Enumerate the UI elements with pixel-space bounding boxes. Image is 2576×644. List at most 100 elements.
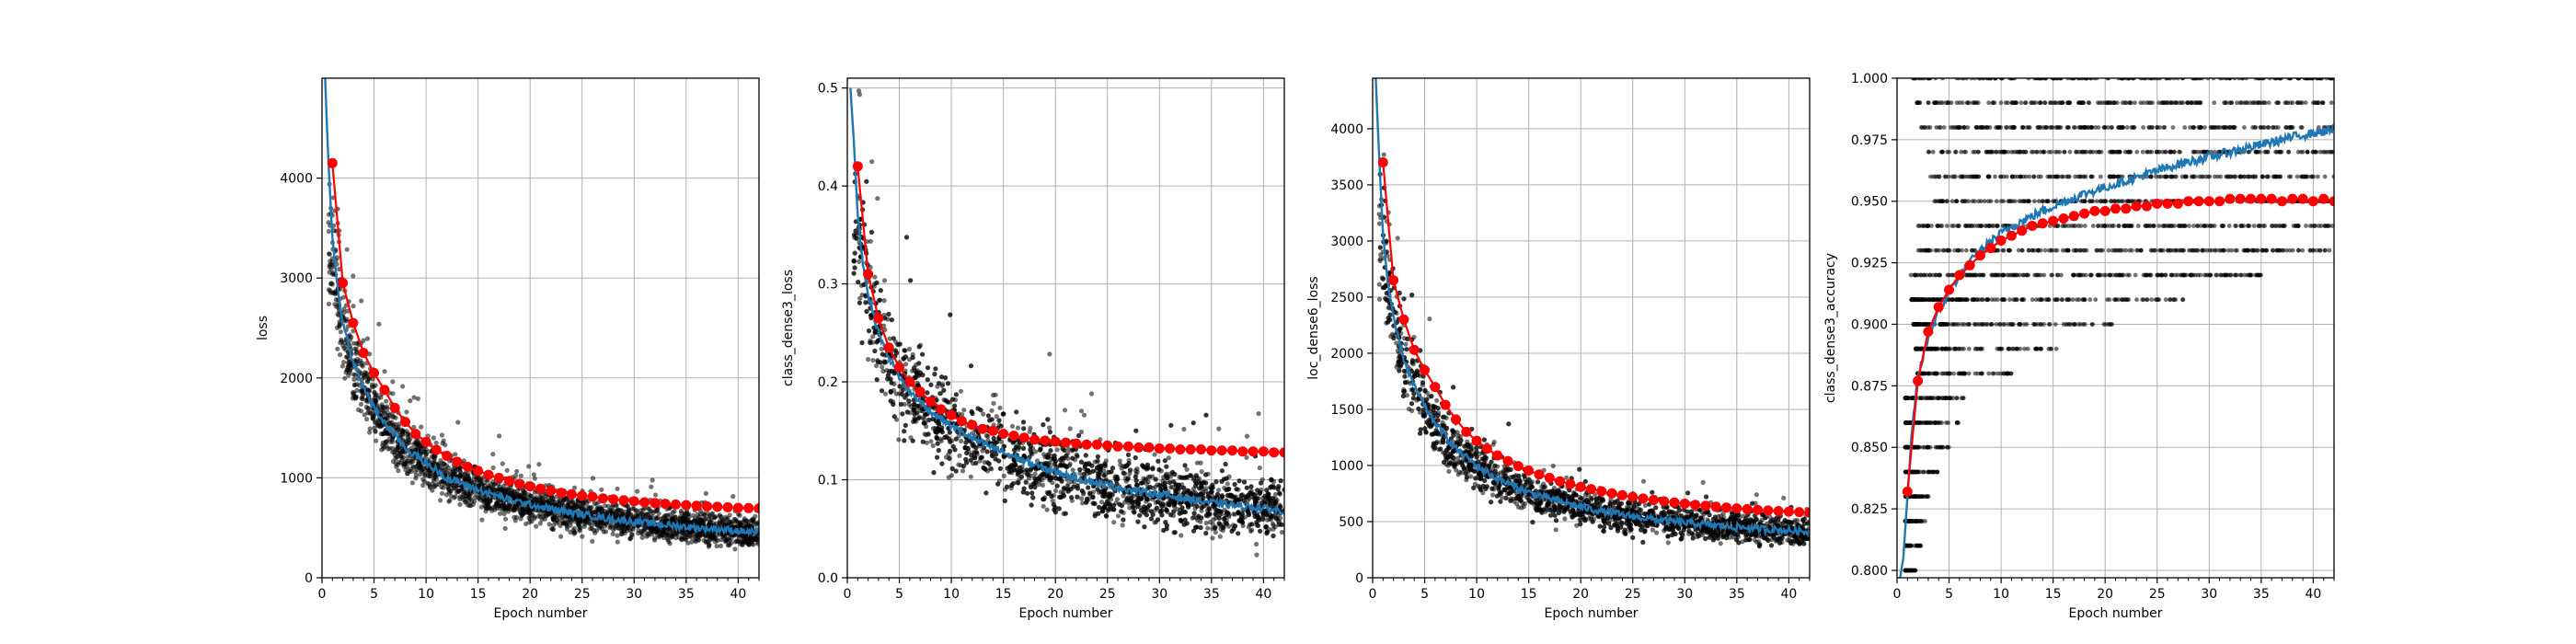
scatter-point xyxy=(1086,485,1090,489)
scatter-point xyxy=(646,533,650,537)
scatter-point xyxy=(503,526,508,531)
epoch-mean-marker xyxy=(743,503,753,513)
scatter-point xyxy=(411,443,416,447)
scatter-point xyxy=(1183,510,1188,514)
epoch-mean-marker xyxy=(359,348,369,358)
scatter-point xyxy=(1271,523,1276,528)
scatter-point xyxy=(1057,495,1062,500)
scatter-point xyxy=(545,511,549,515)
scatter-point xyxy=(928,439,933,443)
scatter-point xyxy=(1242,499,1247,503)
scatter-point xyxy=(380,443,385,448)
scatter-point xyxy=(1218,535,1223,539)
scatter-point xyxy=(420,483,425,488)
scatter-point xyxy=(904,235,909,239)
epoch-mean-marker xyxy=(557,488,567,498)
scatter-point xyxy=(463,477,467,481)
scatter-point xyxy=(615,540,620,545)
scatter-point xyxy=(661,516,665,521)
scatter-point xyxy=(353,351,358,356)
scatter-point xyxy=(483,499,488,503)
scatter-point xyxy=(1213,530,1218,535)
scatter-point xyxy=(1225,522,1229,526)
scatter-point xyxy=(670,517,674,522)
epoch-mean-marker xyxy=(338,278,348,288)
scatter-point xyxy=(442,462,446,466)
scatter-point xyxy=(950,466,955,471)
scatter-point xyxy=(399,428,404,432)
scatter-point xyxy=(352,383,357,387)
scatter-point xyxy=(387,446,392,451)
epoch-mean-marker xyxy=(525,481,535,491)
scatter-point xyxy=(436,462,441,466)
scatter-point xyxy=(990,417,995,421)
scatter-point xyxy=(1041,422,1045,427)
scatter-point xyxy=(916,361,921,365)
scatter-point xyxy=(957,454,961,458)
scatter-point xyxy=(374,420,379,424)
scatter-point xyxy=(599,488,604,492)
scatter-point xyxy=(1254,553,1259,558)
scatter-point xyxy=(1135,469,1140,474)
scatter-point xyxy=(694,533,698,537)
scatter-point xyxy=(926,365,930,370)
scatter-point xyxy=(880,388,884,393)
scatter-point xyxy=(1276,484,1281,489)
scatter-point xyxy=(1258,466,1262,470)
scatter-point xyxy=(466,471,470,476)
scatter-point xyxy=(859,340,864,345)
scatter-point xyxy=(616,526,621,531)
scatter-point xyxy=(889,390,893,395)
scatter-point xyxy=(995,440,999,444)
scatter-point xyxy=(500,461,505,466)
scatter-point xyxy=(408,398,412,403)
scatter-point xyxy=(356,408,361,412)
scatter-point xyxy=(1277,523,1282,527)
scatter-point xyxy=(906,398,911,403)
scatter-point xyxy=(1082,413,1087,418)
scatter-point xyxy=(515,492,520,497)
scatter-point xyxy=(600,526,604,531)
scatter-point xyxy=(991,401,995,406)
scatter-point xyxy=(434,441,439,445)
epoch-mean-marker xyxy=(567,489,577,500)
epoch-mean-marker xyxy=(681,500,691,511)
scatter-point xyxy=(654,508,659,512)
y-axis-label: loss xyxy=(256,316,270,340)
scatter-point xyxy=(1249,522,1254,526)
x-tick-label: 0 xyxy=(318,587,327,602)
scatter-point xyxy=(1213,525,1217,530)
scatter-point xyxy=(665,533,670,537)
epoch-mean-marker xyxy=(379,385,389,395)
epoch-mean-marker xyxy=(504,476,514,486)
scatter-point xyxy=(1111,507,1116,512)
scatter-point xyxy=(1025,472,1029,477)
scatter-point xyxy=(719,544,723,548)
scatter-point xyxy=(1060,463,1064,467)
scatter-point xyxy=(1206,494,1211,499)
scatter-point xyxy=(1010,424,1015,429)
scatter-point xyxy=(640,535,645,540)
scatter-point xyxy=(997,406,1002,410)
scatter-point xyxy=(896,437,901,442)
scatter-point xyxy=(1055,484,1060,489)
epoch-mean-marker xyxy=(473,466,483,476)
scatter-point xyxy=(1265,530,1270,535)
scatter-point xyxy=(1068,426,1073,431)
scatter-point xyxy=(372,390,376,395)
scatter-point xyxy=(693,516,697,521)
epoch-mean-marker xyxy=(671,500,681,510)
scatter-point xyxy=(959,389,963,394)
scatter-point xyxy=(685,541,690,546)
epoch-mean-marker xyxy=(431,445,442,455)
scatter-point xyxy=(1045,417,1050,421)
scatter-point xyxy=(1041,504,1046,509)
scatter-point xyxy=(1089,391,1094,396)
scatter-point xyxy=(494,488,499,492)
scatter-point xyxy=(370,383,374,387)
scatter-point xyxy=(603,503,607,508)
scatter-point xyxy=(1024,480,1029,485)
scatter-point xyxy=(512,515,516,520)
scatter-point xyxy=(611,527,615,532)
scatter-point xyxy=(899,402,903,407)
